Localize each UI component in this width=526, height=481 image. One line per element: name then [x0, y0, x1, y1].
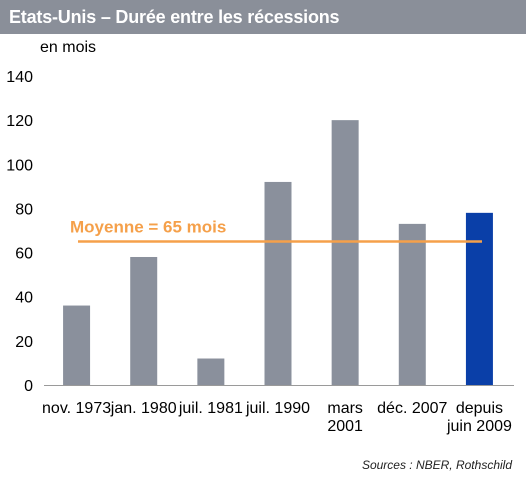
title-bar: Etats-Unis – Durée entre les récessions: [0, 0, 526, 34]
x-category-label: juin 2009: [446, 418, 512, 435]
y-axis-ticks: 0 20 40 60 80 100 120 140: [6, 69, 33, 395]
x-category-label: mars: [327, 400, 363, 417]
average-label: Moyenne = 65 mois: [70, 218, 226, 237]
bar: [331, 120, 359, 386]
x-axis-categories: nov. 1973 jan. 1980 juil. 1981 juil. 1990 ma…: [42, 400, 512, 435]
y-tick-label: 60: [15, 246, 33, 263]
x-category-label: nov. 1973: [42, 400, 111, 417]
bar: [398, 223, 426, 385]
bar: [63, 305, 91, 385]
chart-title: Etats-Unis – Durée entre les récessions: [9, 6, 340, 27]
bar: [264, 181, 292, 385]
x-category-label: juil. 1981: [178, 400, 243, 417]
y-tick-label: 80: [15, 201, 33, 218]
bar: [197, 358, 225, 385]
bar: [130, 256, 158, 385]
x-category-label: déc. 2007: [377, 400, 447, 417]
y-tick-label: 100: [6, 157, 33, 174]
y-tick-label: 140: [6, 69, 33, 86]
x-category-label: depuis: [456, 400, 503, 417]
y-tick-label: 120: [6, 113, 33, 130]
bars: [63, 120, 493, 386]
y-tick-label: 40: [15, 290, 33, 307]
y-axis-unit-label: en mois: [40, 39, 96, 56]
bar: [465, 212, 493, 385]
x-category-label: juil. 1990: [245, 400, 310, 417]
y-tick-label: 20: [15, 334, 33, 351]
x-category-label: 2001: [327, 418, 363, 435]
source-note: Sources : NBER, Rothschild: [361, 458, 512, 472]
y-tick-label: 0: [24, 378, 33, 395]
x-category-label: jan. 1980: [110, 400, 177, 417]
